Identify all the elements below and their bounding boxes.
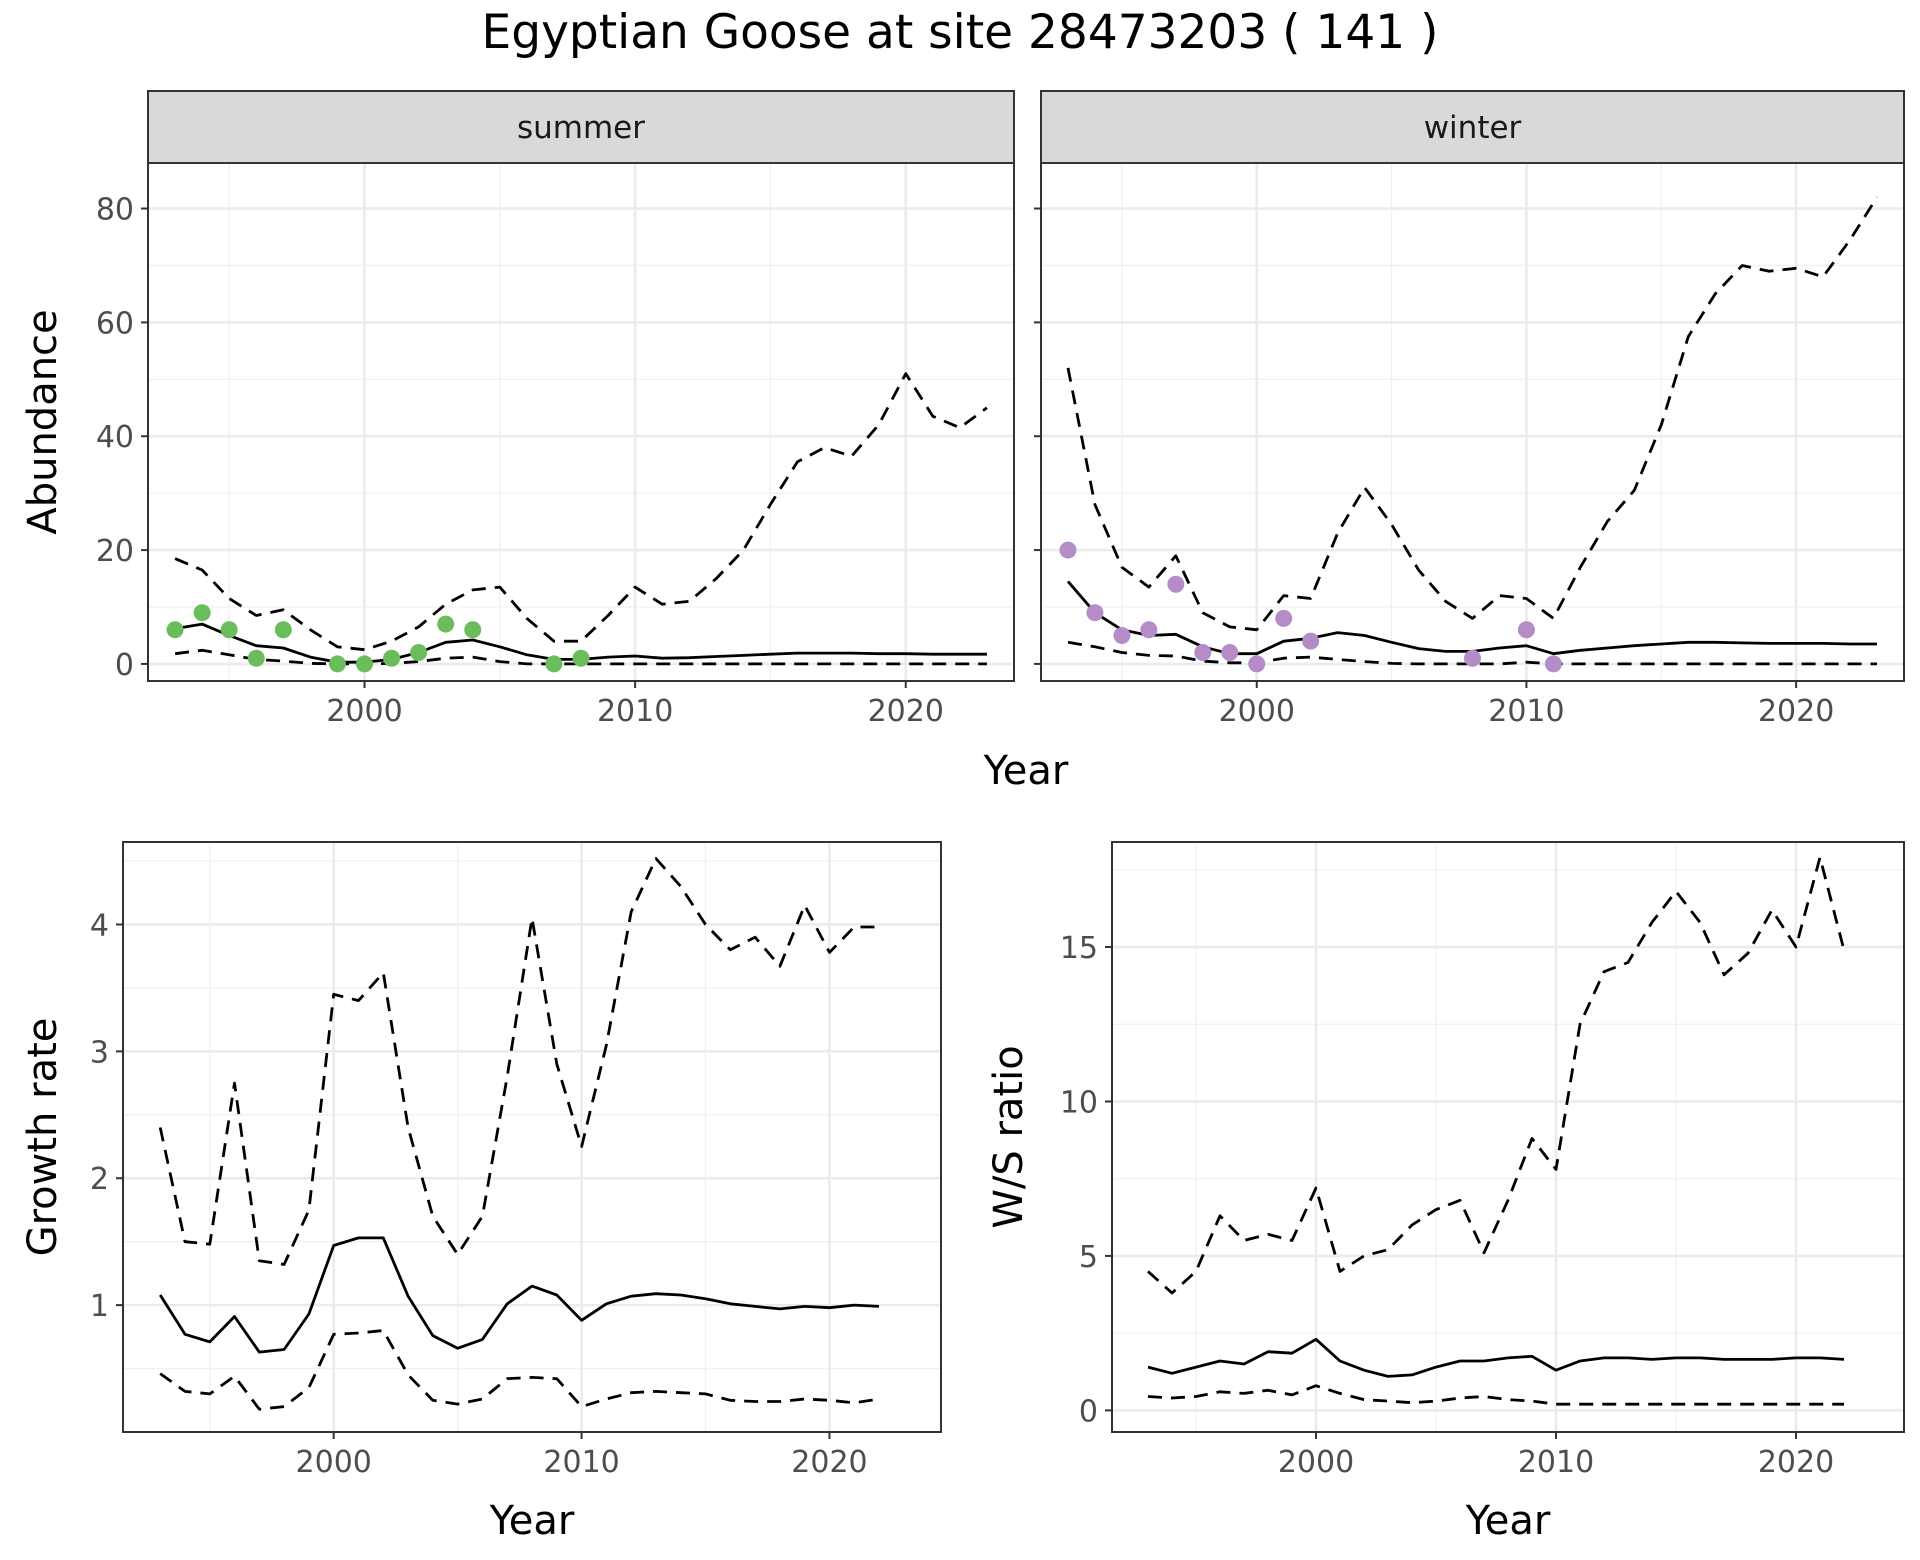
data-point: [1059, 541, 1077, 559]
data-point: [166, 621, 184, 639]
facet-strip: [1040, 90, 1905, 164]
facet-strip: [147, 90, 1015, 164]
y-tick-label: 15: [1060, 931, 1098, 966]
x-tick-label: 2020: [868, 694, 944, 729]
x-tick-label: 2000: [1219, 694, 1295, 729]
ws-y-axis-title: W/S ratio: [986, 1045, 1032, 1228]
ws-x-axis-title: Year: [1465, 1498, 1551, 1544]
data-point: [328, 655, 346, 673]
chart-panel-summer: summer 2000 2010 2020 0 20 40 60 80: [96, 90, 1015, 729]
data-point: [247, 649, 265, 667]
data-point: [545, 655, 563, 673]
chart-panel-winter: winter 2000 2010 2020: [1034, 90, 1905, 729]
data-point: [1275, 609, 1293, 627]
data-point: [1464, 649, 1481, 667]
data-point: [1194, 644, 1212, 662]
series-line-dashed-2: [1067, 640, 1877, 666]
growth-x-axis-title: Year: [489, 1498, 575, 1544]
panel-border: [122, 841, 942, 1433]
y-tick-label: 2: [90, 1162, 109, 1197]
y-tick-label: 1: [90, 1289, 109, 1324]
data-point: [274, 621, 292, 639]
chart-panel-ws_ratio: 2000 2010 2020 0 5 10 15: [1060, 841, 1905, 1480]
panel-border: [1111, 841, 1905, 1433]
series-line-dashed-1: [174, 372, 988, 652]
y-tick-label: 0: [115, 648, 134, 683]
y-tick-label: 4: [90, 908, 109, 943]
data-point: [410, 644, 428, 662]
series-line-dashed-2: [1147, 1384, 1844, 1406]
data-point: [464, 621, 482, 639]
data-point: [1167, 575, 1185, 593]
panel-background: [123, 842, 941, 1432]
x-tick-label: 2010: [597, 694, 673, 729]
x-tick-label: 2000: [326, 694, 402, 729]
series-line-dashed-2: [174, 648, 987, 666]
data-point: [1248, 655, 1266, 673]
y-tick-label: 40: [96, 420, 134, 455]
x-tick-label: 2020: [791, 1445, 867, 1480]
y-tick-label: 80: [96, 193, 134, 228]
data-point: [1302, 632, 1320, 650]
y-tick-label: 20: [96, 534, 134, 569]
panel-background: [148, 163, 1014, 681]
y-tick-label: 0: [1079, 1394, 1098, 1429]
data-point: [572, 649, 590, 667]
top-x-axis-title: Year: [983, 748, 1069, 794]
x-tick-label: 2020: [1758, 694, 1834, 729]
x-tick-label: 2000: [1278, 1445, 1354, 1480]
x-tick-label: 2010: [543, 1445, 619, 1480]
series-line-dashed-2: [159, 1329, 880, 1411]
data-point: [1140, 621, 1158, 639]
y-tick-label: 3: [90, 1035, 109, 1070]
series-line-solid-0: [159, 1236, 880, 1354]
series-line-dashed-1: [1066, 196, 1879, 632]
panel-background: [1041, 163, 1904, 681]
series-line-solid-0: [1147, 1337, 1845, 1378]
top-y-axis-title: Abundance: [20, 309, 66, 534]
data-point: [383, 649, 401, 667]
data-point: [1086, 604, 1104, 622]
panel-background: [1112, 842, 1904, 1432]
data-point: [193, 604, 211, 622]
y-tick-label: 60: [96, 306, 134, 341]
figure-title: Egyptian Goose at site 28473203 ( 141 ): [482, 5, 1439, 60]
data-point: [1221, 644, 1239, 662]
x-tick-label: 2010: [1518, 1445, 1594, 1480]
y-tick-label: 10: [1060, 1085, 1098, 1120]
data-point: [1113, 626, 1131, 644]
facet-strip-label: summer: [517, 110, 645, 146]
growth-y-axis-title: Growth rate: [20, 1018, 66, 1257]
data-point: [437, 615, 455, 633]
series-line-dashed-1: [158, 857, 879, 1266]
series-line-dashed-1: [1147, 856, 1846, 1295]
data-point: [1544, 655, 1562, 673]
y-tick-label: 5: [1079, 1240, 1098, 1275]
x-tick-label: 2020: [1758, 1445, 1834, 1480]
chart-panel-growth: 2000 2010 2020 1 2 3 4: [90, 841, 942, 1480]
data-point: [1517, 621, 1535, 639]
x-tick-label: 2010: [1488, 694, 1564, 729]
data-point: [356, 655, 373, 673]
data-point: [220, 621, 238, 639]
x-tick-label: 2000: [296, 1445, 372, 1480]
facet-strip-label: winter: [1424, 110, 1522, 146]
